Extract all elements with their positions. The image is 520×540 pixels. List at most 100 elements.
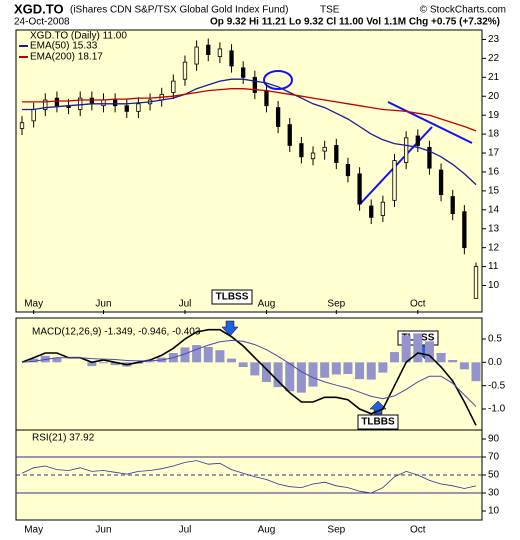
candle-body bbox=[43, 99, 48, 110]
candle-body bbox=[334, 145, 339, 163]
candle-body bbox=[136, 103, 141, 112]
candle-body bbox=[89, 97, 94, 105]
histogram-bar bbox=[52, 357, 62, 363]
x-tick-label: Aug bbox=[258, 299, 276, 310]
x-tick-label: May bbox=[24, 525, 43, 536]
candle-body bbox=[310, 152, 316, 160]
candle-body bbox=[171, 80, 176, 93]
histogram-bar bbox=[331, 362, 341, 375]
histogram-bar bbox=[413, 333, 423, 363]
candle-body bbox=[241, 67, 246, 78]
histogram-bar bbox=[215, 350, 225, 363]
histogram-bar bbox=[390, 352, 400, 363]
histogram-bar bbox=[227, 358, 237, 363]
circle-annotation bbox=[263, 70, 293, 90]
candle-body bbox=[252, 76, 257, 93]
candle-body bbox=[415, 135, 420, 146]
histogram-bar bbox=[145, 361, 155, 363]
y-tick-label: 19 bbox=[488, 110, 500, 121]
annotation: TLBBS bbox=[361, 417, 395, 428]
legend-label: EMA(50) 15.33 bbox=[30, 41, 98, 52]
histogram-bar bbox=[203, 346, 213, 363]
x-tick-label: Jun bbox=[95, 525, 111, 536]
histogram-bar bbox=[320, 362, 330, 378]
candle-body bbox=[299, 143, 304, 158]
y-tick-label: 21 bbox=[488, 72, 500, 83]
y-tick-label: 16 bbox=[488, 167, 500, 178]
histogram-bar bbox=[424, 341, 434, 363]
candle-body bbox=[78, 97, 83, 110]
candle-body bbox=[380, 201, 386, 216]
y-tick-label: 10 bbox=[488, 280, 500, 291]
x-tick-label: Jun bbox=[95, 299, 111, 310]
candle-body bbox=[264, 90, 269, 107]
ema-line bbox=[22, 78, 477, 186]
candle-body bbox=[101, 99, 106, 107]
x-tick-label: Jul bbox=[179, 299, 192, 310]
candle-body bbox=[31, 109, 36, 122]
y-tick-label: 30 bbox=[488, 488, 500, 499]
arrow bbox=[369, 400, 387, 415]
histogram-bar bbox=[401, 335, 411, 363]
x-tick-label: Jul bbox=[179, 525, 192, 536]
histogram-bar bbox=[250, 362, 260, 376]
x-tick-label: Oct bbox=[410, 525, 426, 536]
y-tick-label: 11 bbox=[488, 261, 499, 272]
candle-body bbox=[206, 44, 211, 56]
rsi-line bbox=[21, 460, 477, 494]
histogram-bar bbox=[192, 345, 202, 363]
candle-body bbox=[462, 211, 467, 249]
histogram-bar bbox=[98, 362, 108, 364]
histogram-bar bbox=[29, 358, 39, 363]
y-tick-label: -0.5 bbox=[488, 380, 506, 391]
candle-body bbox=[182, 61, 188, 80]
y-tick-label: 10 bbox=[488, 506, 500, 517]
histogram-bar bbox=[296, 362, 306, 393]
y-tick-label: 0.5 bbox=[488, 334, 502, 345]
y-tick-label: 23 bbox=[488, 34, 500, 45]
fund-name: (iShares CDN S&P/TSX Global Gold Index F… bbox=[70, 5, 288, 16]
candle-body bbox=[357, 173, 362, 205]
candle-body bbox=[369, 205, 374, 218]
histogram-bar bbox=[343, 362, 353, 374]
trendline bbox=[387, 101, 473, 144]
arrow bbox=[221, 320, 239, 337]
candle-body bbox=[404, 137, 409, 163]
x-tick-label: May bbox=[24, 299, 43, 310]
candle-body bbox=[194, 46, 199, 65]
y-tick-label: 90 bbox=[488, 434, 500, 445]
candle-body bbox=[275, 107, 281, 127]
x-tick-label: Sep bbox=[327, 525, 345, 536]
histogram-bar bbox=[308, 362, 318, 387]
histogram-bar bbox=[261, 362, 271, 382]
candle-body bbox=[473, 266, 479, 299]
macd-line bbox=[21, 328, 477, 426]
y-tick-label: 12 bbox=[488, 242, 500, 253]
histogram-bar bbox=[273, 362, 283, 388]
histogram-bar bbox=[366, 362, 376, 380]
candle-body bbox=[427, 146, 432, 169]
x-tick-label: Oct bbox=[410, 299, 426, 310]
quote: Op 9.32 Hi 11.21 Lo 9.32 Cl 11.00 Vol 1.… bbox=[210, 17, 500, 28]
histogram-bar bbox=[87, 362, 97, 367]
price-panel bbox=[15, 29, 483, 313]
source: © StockCharts.com bbox=[420, 5, 506, 16]
histogram-bar bbox=[459, 362, 469, 370]
macd-line bbox=[21, 339, 477, 407]
histogram-bar bbox=[238, 362, 248, 367]
y-tick-label: -1.0 bbox=[488, 404, 506, 415]
ema-line bbox=[22, 88, 477, 132]
histogram-bar bbox=[436, 353, 446, 363]
y-tick-label: 70 bbox=[488, 452, 500, 463]
candle-body bbox=[54, 97, 60, 107]
exchange: TSE bbox=[320, 5, 340, 16]
date: 24-Oct-2008 bbox=[14, 17, 70, 28]
y-tick-label: 50 bbox=[488, 470, 500, 481]
y-tick-label: 13 bbox=[488, 223, 500, 234]
candle-body bbox=[450, 196, 455, 214]
candle-body bbox=[392, 160, 397, 201]
histogram-bar bbox=[378, 362, 388, 373]
y-tick-label: 20 bbox=[488, 91, 500, 102]
annotation: TLBSS bbox=[216, 292, 249, 303]
